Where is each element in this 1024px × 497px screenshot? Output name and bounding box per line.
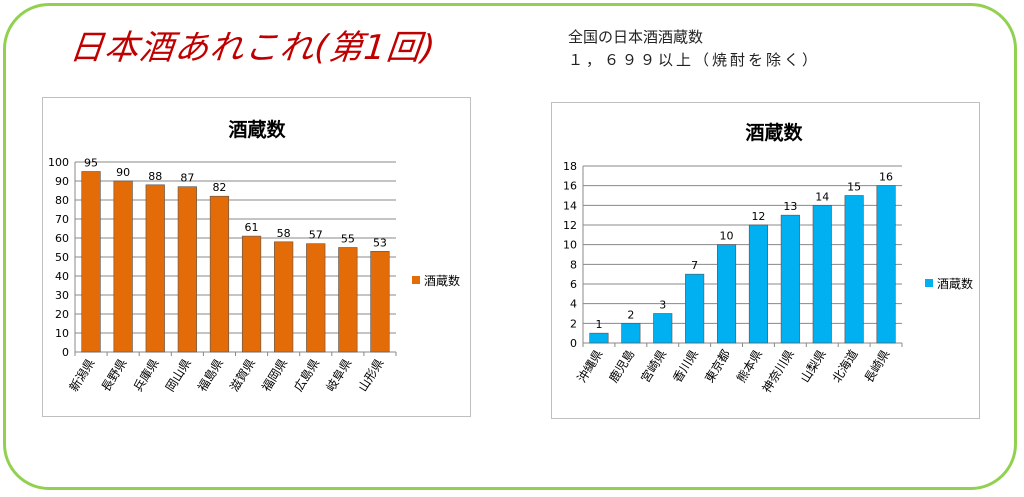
bar [780,214,800,344]
bar [812,205,832,344]
category-label: 北海道 [829,347,861,385]
category-label: 神奈川県 [760,347,797,395]
bottom-prefectures-chart: 酒蔵数 0 2 4 6 8 10 12 14 16 18 1 沖縄県 2 鹿児島 3 宮崎県 7 香川県 10 東京都 1… [551,102,980,419]
y-tick-label: 90 [55,175,69,188]
page-headline: 日本酒あれこれ(第1回) [67,28,438,68]
category-label: 山形県 [356,356,387,394]
data-label: 12 [751,210,765,223]
data-label: 13 [783,200,797,213]
category-label: 鹿児島 [606,347,638,385]
y-tick-label: 10 [55,327,69,340]
data-label: 61 [245,221,259,234]
brewery-count-note: 全国の日本酒酒蔵数 １，６９９以上（焼酎を除く） [568,26,820,72]
bar [177,186,197,353]
bar [306,243,326,353]
y-tick-label: 0 [62,346,69,359]
y-tick-label: 50 [55,251,69,264]
bar [241,235,262,353]
y-tick-label: 40 [55,270,69,283]
category-label: 宮崎県 [637,347,669,385]
chart-title: 酒蔵数 [228,118,286,141]
bar [274,241,294,353]
bottom-prefectures-chart-svg: 酒蔵数 0 2 4 6 8 10 12 14 16 18 1 沖縄県 2 鹿児島 3 宮崎県 7 香川県 10 東京都 1… [563,121,973,395]
y-tick-label: 6 [570,278,577,291]
data-label: 10 [720,230,734,243]
data-label: 7 [691,259,698,272]
category-label: 東京都 [702,347,733,385]
category-label: 香川県 [670,347,701,385]
bar [844,195,864,344]
data-label: 3 [659,299,666,312]
category-label: 福岡県 [258,356,290,394]
bar [685,273,705,344]
category-label: 山梨県 [798,347,829,385]
chart-title: 酒蔵数 [745,121,803,144]
data-label: 16 [879,171,893,184]
note-line-1: 全国の日本酒酒蔵数 [568,28,704,46]
top-prefectures-chart-svg: 酒蔵数 0 10 20 30 40 50 60 70 80 90 100 95 新潟県 90 長野県 88 兵庫県… [48,118,460,394]
y-tick-label: 20 [55,308,69,321]
category-label: 長崎県 [862,347,893,385]
bar [876,185,896,344]
data-label: 87 [180,172,194,185]
data-label: 53 [373,236,387,249]
category-label: 滋賀県 [227,356,258,394]
y-tick-label: 30 [55,289,69,302]
category-label: 熊本県 [733,347,765,385]
y-tick-label: 8 [570,258,577,271]
category-label: 兵庫県 [131,356,162,394]
category-label: 岡山県 [163,356,194,394]
category-label: 沖縄県 [574,347,606,385]
legend-swatch [412,276,420,284]
y-tick-label: 14 [563,199,577,212]
bar [589,332,609,344]
category-label: 新潟県 [66,356,98,394]
data-label: 57 [309,229,323,242]
bar [370,251,390,353]
y-tick-label: 100 [48,156,69,169]
category-label: 広島県 [290,356,322,394]
data-label: 58 [277,227,291,240]
data-label: 88 [148,170,162,183]
data-label: 95 [84,157,98,170]
y-tick-label: 70 [55,213,69,226]
legend-label: 酒蔵数 [424,273,460,288]
data-label: 14 [815,190,829,203]
category-label: 長野県 [99,356,130,394]
category-label: 岐阜県 [323,356,354,394]
category-label: 福島県 [194,356,226,394]
bar [81,171,101,353]
bar [113,180,133,353]
data-label: 2 [627,308,634,321]
data-label: 15 [847,181,861,194]
legend-swatch [925,279,933,287]
y-tick-label: 80 [55,194,69,207]
y-tick-label: 60 [55,232,69,245]
bar [716,244,737,344]
bar [338,247,358,353]
legend-label: 酒蔵数 [937,276,973,291]
data-label: 90 [116,166,130,179]
y-tick-label: 18 [563,160,577,173]
data-label: 82 [212,181,226,194]
y-tick-label: 12 [563,219,577,232]
y-tick-label: 10 [563,239,577,252]
y-tick-label: 4 [570,298,577,311]
top-prefectures-chart: 酒蔵数 0 10 20 30 40 50 60 70 80 90 100 95 新潟県 90 長野県 88 兵庫県… [42,97,471,417]
bar [209,195,230,353]
bar [145,184,165,353]
rounded-frame [3,3,1017,490]
bar [748,224,769,344]
data-label: 55 [341,233,355,246]
bar [621,323,641,344]
y-tick-label: 0 [570,337,577,350]
y-tick-label: 2 [570,317,577,330]
note-line-2: １，６９９以上（焼酎を除く） [568,51,821,69]
bar [653,313,673,344]
data-label: 1 [595,318,602,331]
y-tick-label: 16 [563,180,577,193]
